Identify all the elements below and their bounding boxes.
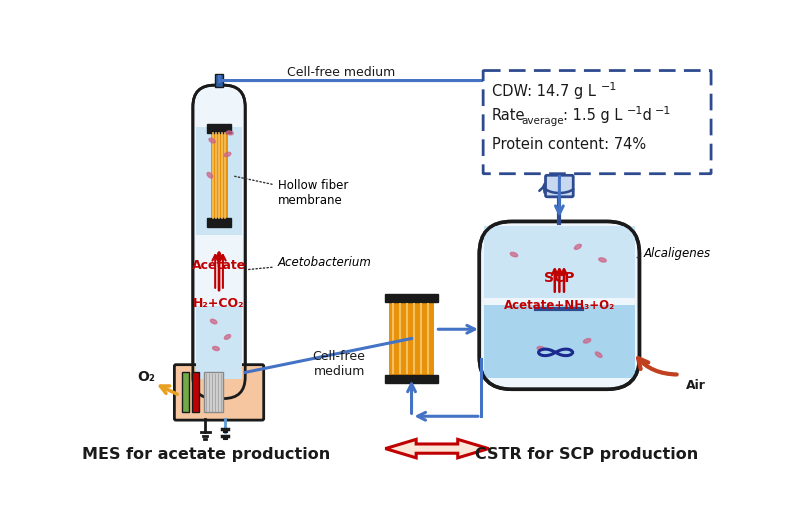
Bar [206,125,231,133]
Text: H₂+CO₂: H₂+CO₂ [194,297,245,311]
Bar [204,373,223,412]
Text: Acetate+NH₃+O₂: Acetate+NH₃+O₂ [504,299,615,312]
Bar [196,306,242,379]
Ellipse shape [574,244,582,250]
Ellipse shape [209,138,215,143]
Bar [385,294,438,302]
Bar [385,375,438,383]
Text: Cell-free medium: Cell-free medium [286,66,395,80]
Ellipse shape [598,258,606,262]
Text: Air: Air [686,379,706,392]
Bar [182,373,189,412]
Bar [390,301,434,376]
FancyBboxPatch shape [193,85,246,399]
Text: CSTR for SCP production: CSTR for SCP production [475,447,698,462]
Text: Protein content: 74%: Protein content: 74% [492,137,646,152]
Ellipse shape [510,252,518,257]
Bar [215,74,223,87]
Text: Alcaligenes: Alcaligenes [636,246,711,260]
Bar [206,218,231,227]
Text: SCP: SCP [544,271,574,285]
Text: d: d [638,109,652,123]
Text: Acetobacterium: Acetobacterium [246,256,371,270]
Text: MES for acetate production: MES for acetate production [82,447,330,462]
Text: Rate: Rate [492,109,525,123]
Bar [484,226,635,298]
Ellipse shape [226,131,234,135]
Polygon shape [386,439,489,458]
Ellipse shape [207,172,213,178]
FancyBboxPatch shape [174,365,264,420]
Text: CDW: 14.7 g L: CDW: 14.7 g L [492,84,595,99]
FancyBboxPatch shape [483,70,711,174]
Ellipse shape [224,152,231,157]
Ellipse shape [224,334,230,339]
Text: Hollow fiber
membrane: Hollow fiber membrane [233,176,348,207]
Ellipse shape [210,319,217,324]
Bar [196,127,242,235]
FancyBboxPatch shape [546,175,574,197]
Text: : 1.5 g L: : 1.5 g L [563,109,622,123]
Text: Acetate: Acetate [192,259,246,272]
Text: −1: −1 [626,107,642,117]
Text: Cell-free
medium: Cell-free medium [313,350,366,378]
Text: O₂: O₂ [138,370,155,384]
Text: −1: −1 [655,107,671,117]
Ellipse shape [583,339,590,343]
FancyBboxPatch shape [479,222,639,390]
Bar [192,373,199,412]
Text: average: average [521,117,563,126]
Ellipse shape [213,347,219,350]
Bar [210,131,227,220]
Ellipse shape [537,347,545,350]
Bar [484,305,635,377]
Text: −1: −1 [601,82,618,92]
Ellipse shape [595,352,602,357]
